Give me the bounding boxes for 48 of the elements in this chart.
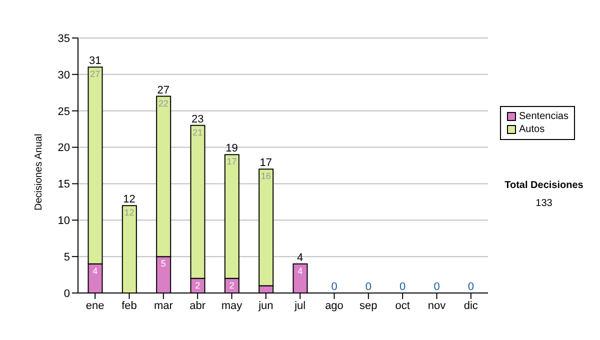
total-label: 0 [434,281,440,293]
y-tick-label: 5 [64,251,70,264]
y-tick-label: 35 [58,32,70,45]
legend-label: Autos [519,123,545,136]
x-tick-label: jul [294,300,306,312]
total-label: 17 [260,157,272,170]
legend-label: Sentencias [519,110,568,123]
x-tick-label: dic [464,300,478,312]
x-tick-label: ene [86,300,104,312]
data-label: 4 [298,266,303,276]
x-tick-label: oct [395,300,410,312]
x-tick-label: abr [190,300,206,312]
total-label: 23 [191,113,204,126]
data-label: 21 [192,127,203,138]
text: Total Decisiones [504,180,584,191]
y-tick-label: 30 [58,69,70,82]
data-label: 4 [92,266,98,276]
y-tick-label: 15 [58,178,70,191]
data-label: 17 [226,156,237,167]
data-label: 5 [160,258,166,269]
y-tick-label: 20 [58,142,70,154]
total-label: 27 [157,84,170,96]
y-tick-label: 25 [58,106,70,118]
data-label: 2 [229,280,234,290]
total-label: 4 [297,252,304,264]
x-tick-label: mar [154,300,174,312]
text: 133 [534,198,554,209]
y-tick-label: 10 [58,215,70,228]
data-label: 27 [90,69,100,80]
x-tick-label: sep [360,300,378,312]
x-tick-label: nov [428,300,446,312]
x-tick-label: may [221,300,243,312]
x-tick-label: ago [325,300,344,312]
total-label: 0 [468,281,474,293]
total-label: 12 [123,194,136,206]
data-label: 16 [260,171,271,182]
total-label: 19 [226,142,238,155]
total-label: 31 [88,55,102,68]
x-tick-label: jun [258,300,274,312]
y-tick-label: 0 [64,288,70,300]
y-axis-title: Decisiones Anual [34,134,45,210]
x-tick-label: feb [122,300,137,312]
total-label: 0 [365,281,372,293]
data-label: 2 [195,280,200,290]
data-label: 22 [158,98,168,108]
total-label: 0 [400,281,406,293]
total-label: 0 [331,281,338,293]
data-label: 12 [124,208,134,218]
